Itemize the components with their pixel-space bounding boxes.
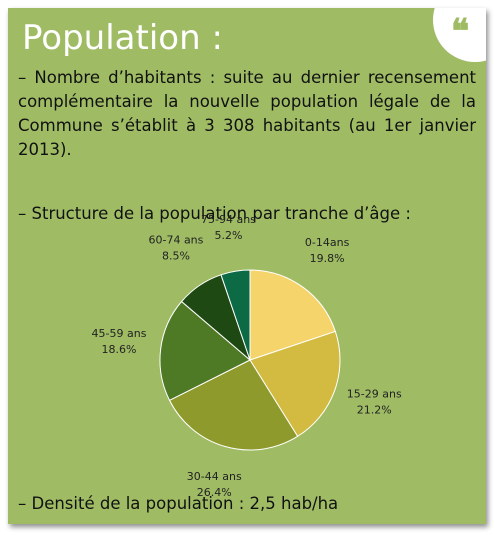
slice-value: 21.2%	[357, 404, 392, 417]
paragraph: – Nombre d’habitants : suite au dernier …	[18, 68, 476, 159]
pie-chart: 0-14ans 19.8% 15-29 ans 21.2% 30-44 ans 26.4%…	[92, 213, 402, 499]
slice-value: 8.5%	[162, 250, 190, 263]
pie-slice	[249, 330, 341, 438]
paragraph: – Structure de la population par tranche…	[18, 204, 411, 223]
slice-value: 18.6%	[101, 343, 136, 356]
slice-label: 0-14ans	[305, 236, 350, 249]
slice-label: 30-44 ans	[187, 470, 242, 483]
slice-value: 5.2%	[214, 229, 242, 242]
title: Population :	[22, 18, 223, 58]
slice-label: 60-74 ans	[148, 234, 203, 247]
slice-value: 19.8%	[310, 252, 345, 265]
card: ❝ Population : – Nombre d’habitants : su…	[8, 8, 486, 524]
footer: – Densité de la population : 2,5 hab/ha	[18, 494, 339, 513]
pie-slice	[249, 269, 336, 361]
slice-label: 45-59 ans	[92, 327, 147, 340]
pie-slice	[159, 300, 251, 402]
pie-slice	[220, 269, 251, 361]
slice-label: 15-29 ans	[347, 388, 402, 401]
slice-value: 26.4%	[197, 486, 232, 499]
pie-slice	[168, 359, 299, 451]
slice-label: 75-94 ans	[201, 213, 256, 226]
